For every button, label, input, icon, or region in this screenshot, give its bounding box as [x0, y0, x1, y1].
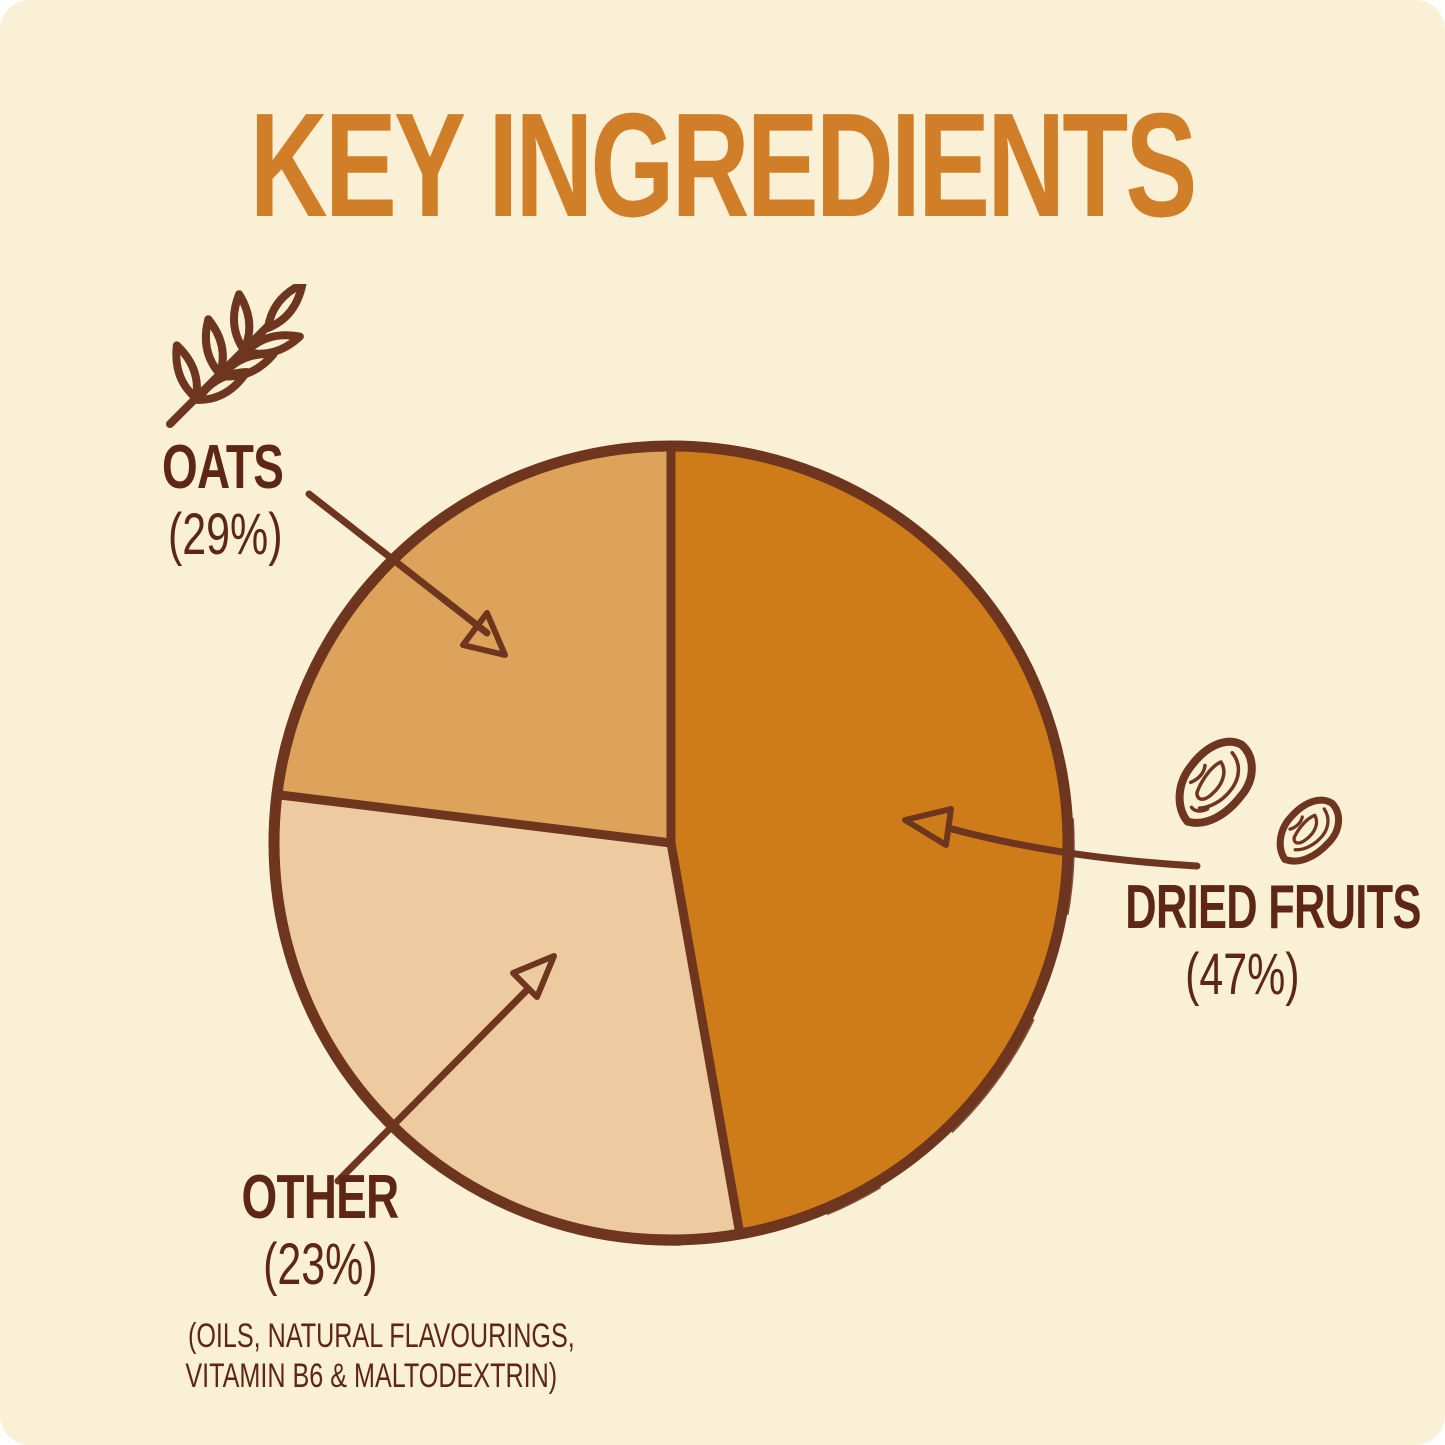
other-arrow	[334, 953, 557, 1185]
pie-divider	[272, 790, 676, 848]
dried-fruits-arrow	[902, 806, 1201, 870]
dried-fruits-arrowhead-icon	[902, 806, 954, 848]
other-percentage: (23%)	[262, 1232, 378, 1298]
dried-fruits-callout: DRIED FRUITS (47%)	[1062, 873, 1422, 1008]
oats-label: OATS	[162, 433, 284, 502]
dried-fruits-label: DRIED FRUITS	[1125, 873, 1421, 942]
pie-slice-other	[274, 794, 740, 1241]
pie-slice-dried-fruits	[671, 446, 1069, 1234]
page-title-text: KEY INGREDIENTS	[250, 83, 1198, 248]
pie-divider	[666, 838, 745, 1239]
pie-slice-oats	[277, 446, 671, 843]
other-arrowhead-icon	[510, 953, 557, 1000]
oats-callout: OATS (29%)	[162, 433, 326, 568]
pie-slices	[274, 446, 1069, 1241]
pie-outline-rough-stroke	[273, 444, 1075, 1246]
other-label: OTHER	[241, 1163, 400, 1232]
oats-arrow	[305, 490, 508, 658]
oats-percentage: (29%)	[168, 502, 283, 568]
wheat-icon	[166, 284, 307, 428]
other-callout: OTHER (23%) (OILS, NATURAL FLAVOURINGS, …	[120, 1163, 575, 1396]
page-title: KEY INGREDIENTS	[0, 92, 1445, 240]
dried-fruits-percentage: (47%)	[1184, 942, 1300, 1008]
raisins-icon	[1175, 737, 1342, 865]
other-ingredients-note: (OILS, NATURAL FLAVOURINGS, VITAMIN B6 &…	[185, 1317, 575, 1395]
oats-arrowhead-icon	[460, 610, 508, 658]
